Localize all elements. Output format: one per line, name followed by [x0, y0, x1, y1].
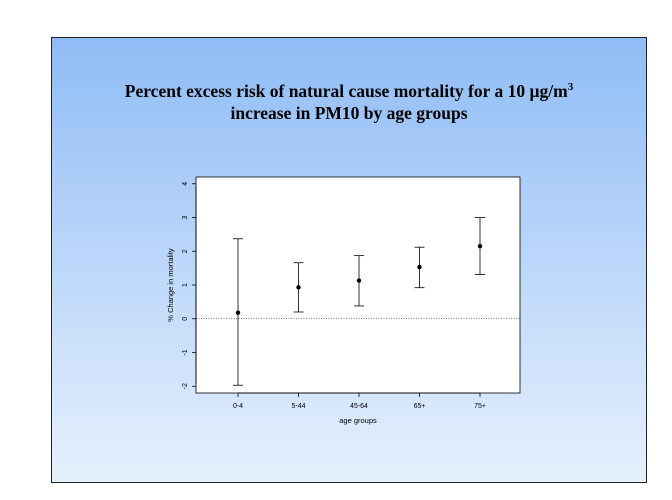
- estimate-5-44: [293, 262, 304, 313]
- point-estimate: [477, 243, 483, 249]
- plot-area: [195, 176, 521, 394]
- y-tick-label: 0: [182, 317, 189, 321]
- x-axis-label: age groups: [339, 416, 377, 425]
- y-tick-label: -2: [182, 383, 189, 389]
- point-estimate: [356, 278, 362, 283]
- estimate-45-64: [354, 255, 364, 307]
- estimates: [233, 217, 485, 386]
- x-tick-label: 65+: [414, 403, 426, 410]
- point-estimate: [296, 285, 301, 290]
- y-tick-label: 2: [182, 249, 189, 253]
- y-tick-label: 1: [182, 283, 189, 287]
- slide-title: Percent excess risk of natural cause mor…: [52, 80, 646, 124]
- title-line-2: increase in PM10 by age groups: [230, 103, 468, 123]
- x-tick-label: 0-4: [233, 403, 243, 410]
- title-line-1: Percent excess risk of natural cause mor…: [124, 81, 574, 101]
- title-superscript: 3: [567, 81, 574, 94]
- x-tick-label: 75+: [474, 403, 486, 410]
- x-tick-label: 45-64: [350, 403, 368, 410]
- y-tick-label: -1: [182, 349, 189, 355]
- x-tick-label: 5-44: [291, 403, 305, 410]
- point-estimate: [417, 264, 422, 270]
- slide-panel: Percent excess risk of natural cause mor…: [51, 37, 647, 483]
- y-tick-label: 4: [182, 182, 189, 186]
- estimate-65+: [414, 246, 425, 289]
- y-axis-label: % Change in mortality: [166, 248, 175, 322]
- estimate-75+: [475, 217, 485, 275]
- y-tick-label: 3: [182, 215, 189, 219]
- x-ticks: 0-4 5-44 45-64 65+ 75+: [233, 393, 486, 410]
- point-estimate: [235, 310, 241, 315]
- estimate-0-4: [233, 238, 243, 386]
- y-ticks: -2 -1 0 1 2 3 4: [182, 182, 196, 389]
